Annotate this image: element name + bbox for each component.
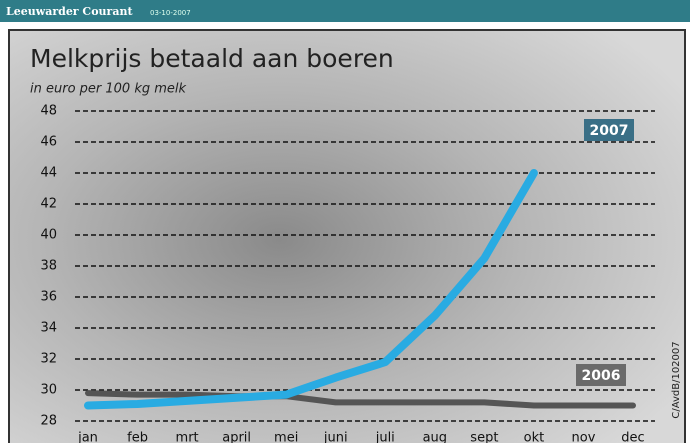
x-tick-label: dec [621, 431, 644, 444]
legend-box [576, 364, 626, 386]
y-tick-label: 30 [40, 383, 57, 398]
y-tick-label: 42 [40, 197, 57, 212]
chart-subtitle: in euro per 100 kg melk [30, 82, 187, 97]
x-tick-label: nov [572, 431, 596, 444]
x-tick-label: juni [323, 431, 348, 444]
source: Leeuwarder Courant [6, 5, 133, 18]
date: 03-10-2007 [150, 9, 191, 17]
x-tick-label: aug [423, 431, 447, 444]
x-tick-label: april [222, 431, 251, 444]
y-tick-label: 34 [40, 321, 57, 336]
y-tick-label: 28 [40, 414, 57, 429]
x-tick-label: juli [375, 431, 395, 444]
chart-title: Melkprijs betaald aan boeren [30, 44, 394, 73]
y-tick-label: 36 [40, 290, 57, 305]
y-tick-label: 32 [40, 352, 57, 367]
credit: C/AvdB/102007 [671, 341, 682, 418]
y-tick-label: 38 [40, 259, 57, 274]
x-tick-label: sept [470, 431, 498, 444]
y-tick-label: 46 [40, 135, 57, 150]
series-line [84, 169, 538, 410]
legend-label: 2006 [582, 368, 621, 384]
x-tick-label: jan [77, 431, 98, 444]
legend-label: 2007 [590, 123, 629, 139]
y-tick-label: 44 [40, 166, 57, 181]
header-bar [0, 0, 690, 22]
x-tick-label: mrt [176, 431, 199, 444]
x-tick-label: feb [127, 431, 148, 444]
x-tick-label: okt [524, 431, 545, 444]
x-tick-label: mei [274, 431, 298, 444]
legend-box [584, 119, 634, 141]
y-tick-label: 40 [40, 228, 57, 243]
series-line [85, 390, 636, 409]
y-tick-label: 48 [40, 104, 57, 119]
